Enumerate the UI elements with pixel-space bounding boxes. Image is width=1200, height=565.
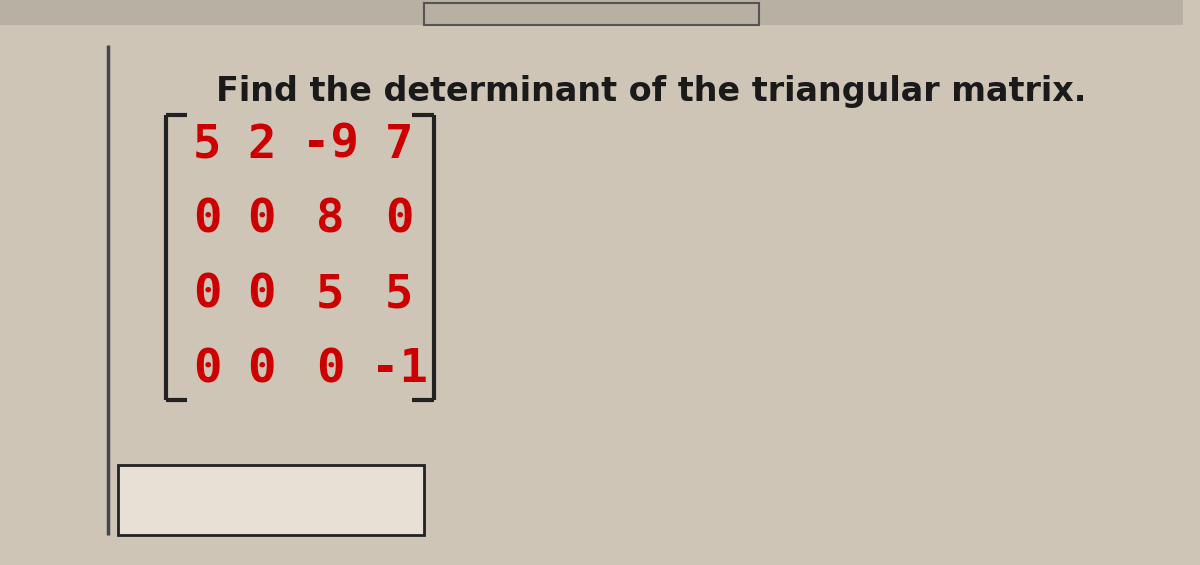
Text: -1: -1 [371, 347, 428, 393]
Bar [424, 3, 760, 25]
Text: 5: 5 [316, 272, 344, 318]
Text: 0: 0 [193, 198, 221, 242]
Text: Find the determinant of the triangular matrix.: Find the determinant of the triangular m… [216, 75, 1086, 108]
Text: 2: 2 [247, 123, 276, 167]
Text: 5: 5 [193, 123, 221, 167]
Text: 0: 0 [316, 347, 344, 393]
Text: 0: 0 [193, 272, 221, 318]
Text: 0: 0 [385, 198, 414, 242]
Text: 0: 0 [247, 198, 276, 242]
Text: 8: 8 [316, 198, 344, 242]
Bar [119, 465, 424, 535]
Bar [0, 0, 1183, 25]
Text: 7: 7 [385, 123, 414, 167]
Text: -9: -9 [302, 123, 359, 167]
Text: 5: 5 [385, 272, 414, 318]
Text: 0: 0 [247, 347, 276, 393]
Text: 0: 0 [247, 272, 276, 318]
Text: 0: 0 [193, 347, 221, 393]
